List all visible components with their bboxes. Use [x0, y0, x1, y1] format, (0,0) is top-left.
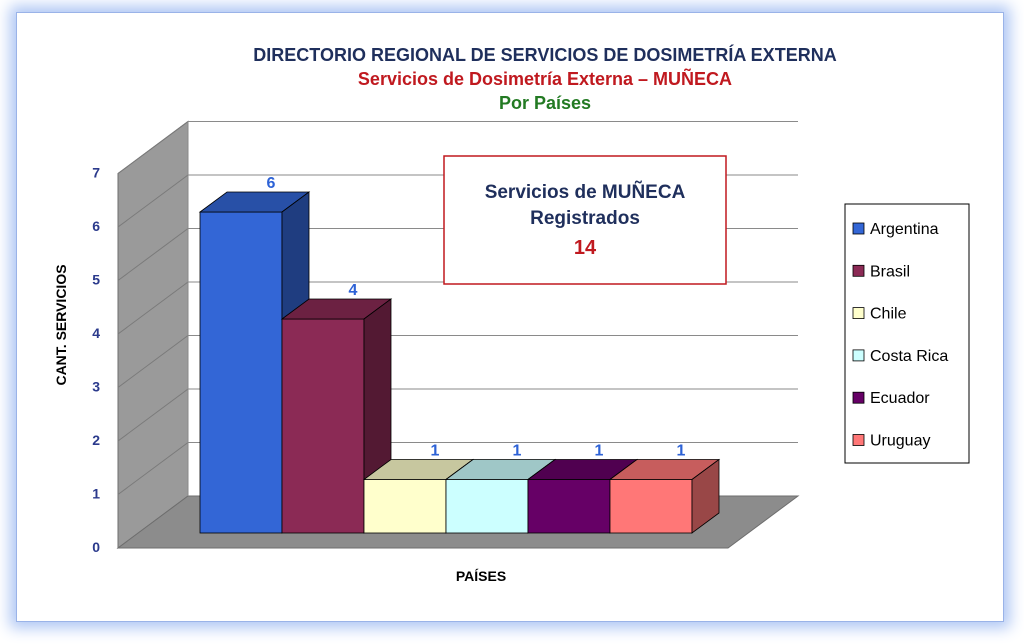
- y-tick-label: 5: [92, 272, 100, 288]
- legend-item: Ecuador: [852, 390, 930, 407]
- annotation-line-2: Registrados: [530, 208, 640, 229]
- chart-subtitle: Servicios de Dosimetría Externa – MUÑECA: [358, 68, 732, 89]
- data-label: 6: [267, 175, 276, 192]
- legend-label: Argentina: [870, 221, 939, 238]
- gridline-side: [117, 174, 189, 228]
- y-tick-label: 2: [92, 432, 100, 448]
- legend-swatch: [852, 391, 865, 404]
- total-annotation-box: Servicios de MUÑECA Registrados 14: [443, 155, 727, 285]
- legend-label: Brasil: [870, 263, 910, 280]
- legend-swatch: [852, 264, 865, 277]
- gridline-side: [117, 442, 189, 495]
- data-label: 4: [349, 282, 358, 299]
- gridline-side: [117, 388, 189, 442]
- legend-label: Chile: [870, 306, 907, 323]
- legend-swatch: [852, 434, 865, 446]
- legend-item: Uruguay: [852, 433, 930, 450]
- y-tick-label: 6: [92, 218, 100, 234]
- legend-item: Chile: [852, 306, 907, 323]
- gridline-side: [117, 281, 189, 335]
- bar-uruguay: [608, 458, 721, 534]
- legend-label: Ecuador: [870, 390, 930, 407]
- left-wall: [117, 120, 189, 549]
- gridline-side: [117, 121, 189, 174]
- y-tick-label: 4: [92, 325, 100, 341]
- legend-item: Brasil: [852, 263, 910, 280]
- annotation-total-value: 14: [574, 237, 597, 259]
- y-tick-labels: 0 1 2 3 4 5 6 7: [92, 165, 100, 556]
- y-tick-label: 7: [92, 165, 100, 181]
- gridline-side: [117, 335, 189, 388]
- y-tick-label: 0: [92, 539, 100, 555]
- legend-swatch: [852, 349, 865, 362]
- legend-label: Uruguay: [870, 433, 930, 450]
- legend-item: Argentina: [852, 221, 939, 238]
- legend-swatch: [852, 222, 865, 235]
- legend: Argentina Brasil Chile Costa Rica Ecuador Uru…: [844, 203, 970, 464]
- data-label: 1: [677, 443, 686, 460]
- data-label: 1: [513, 443, 522, 460]
- chart-subtitle-2: Por Países: [499, 93, 591, 113]
- data-label: 1: [431, 443, 440, 460]
- chart-title: DIRECTORIO REGIONAL DE SERVICIOS DE DOSI…: [253, 44, 836, 65]
- bars: [198, 191, 721, 534]
- y-tick-label: 3: [92, 379, 100, 395]
- y-axis-label: CANT. SERVICIOS: [53, 264, 69, 385]
- data-labels: 6 4 1 1 1 1: [267, 175, 686, 460]
- legend-item: Costa Rica: [852, 348, 948, 365]
- data-label: 1: [595, 443, 604, 460]
- x-axis-label: PAÍSES: [456, 568, 506, 584]
- y-tick-label: 1: [92, 486, 100, 502]
- legend-swatch: [852, 307, 865, 320]
- annotation-line-1: Servicios de MUÑECA: [485, 181, 686, 203]
- bar-argentina: [198, 191, 311, 534]
- legend-label: Costa Rica: [870, 348, 948, 365]
- gridline-side: [117, 228, 189, 281]
